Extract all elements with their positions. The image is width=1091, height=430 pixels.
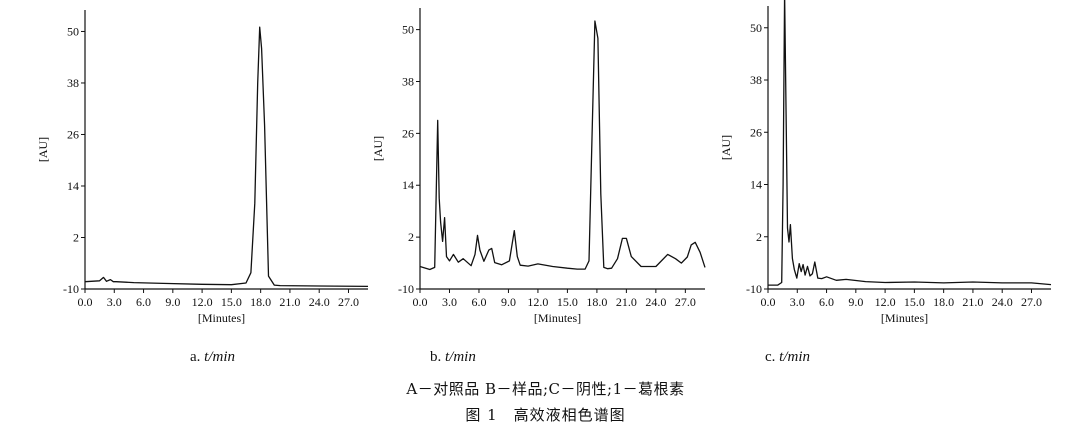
y-tick-label: 50: [402, 23, 414, 37]
x-tick-label: 24.0: [309, 295, 330, 309]
x-tick-label: 15.0: [557, 295, 578, 309]
x-tick-label: 12.0: [192, 295, 213, 309]
x-tick-label: 24.0: [992, 295, 1013, 309]
x-tick-label: 15.0: [904, 295, 925, 309]
y-tick-label: -10: [63, 282, 79, 296]
y-axis-label: [AU]: [719, 135, 733, 160]
chart-panel-a: -10 2 14 26 38 50 0.0 3.0 6.0 9.0 12.0 15.0 18.0 21.0…: [36, 10, 369, 365]
y-tick-label: 14: [402, 178, 414, 192]
x-tick-label: 0.0: [413, 295, 428, 309]
y-tick-label: 38: [402, 74, 414, 88]
panel-label: a. t/min: [190, 349, 235, 365]
chromatogram-trace: [768, 0, 1052, 286]
y-tick-label: 38: [67, 76, 79, 90]
panel-label: c. t/min: [765, 349, 810, 365]
x-tick-label: 21.0: [962, 295, 983, 309]
y-axis-label: [AU]: [371, 136, 385, 161]
y-axis-label: [AU]: [36, 137, 50, 162]
figure-legend: A－对照品 B－样品;C－阴性;1－葛根素: [406, 380, 685, 398]
x-tick-label: 12.0: [527, 295, 548, 309]
y-tick-label: 38: [750, 73, 762, 87]
y-tick-label: 26: [750, 125, 762, 139]
x-tick-label: 21.0: [279, 295, 300, 309]
y-tick-label: -10: [398, 282, 414, 296]
x-tick-label: 27.0: [1021, 295, 1042, 309]
x-tick-label: 6.0: [136, 295, 151, 309]
y-tick-label: 2: [73, 230, 79, 244]
x-tick-label: 24.0: [645, 295, 666, 309]
x-tick-label: 9.0: [848, 295, 863, 309]
x-tick-label: 0.0: [78, 295, 93, 309]
x-axis-label: [Minutes]: [881, 311, 928, 325]
x-tick-label: 27.0: [675, 295, 696, 309]
x-tick-label: 18.0: [586, 295, 607, 309]
x-tick-label: 15.0: [221, 295, 242, 309]
x-axis-label: [Minutes]: [534, 311, 581, 325]
y-tick-label: 2: [408, 230, 414, 244]
chromatogram-trace: [419, 20, 706, 271]
y-tick-label: 50: [67, 24, 79, 38]
x-axis-label: [Minutes]: [198, 311, 245, 325]
x-tick-label: 0.0: [761, 295, 776, 309]
x-tick-label: 27.0: [338, 295, 359, 309]
y-tick-label: 14: [750, 178, 762, 192]
y-tick-label: -10: [746, 282, 762, 296]
chart-panel-c: -10 2 14 26 38 50 0.0 3.0 6.0 9.0 12.0 15.0 18.0 21.0…: [719, 0, 1052, 365]
figure-caption: 图 1 高效液相色谱图: [465, 406, 626, 424]
x-tick-label: 9.0: [165, 295, 180, 309]
x-tick-label: 6.0: [819, 295, 834, 309]
x-tick-label: 21.0: [616, 295, 637, 309]
x-tick-label: 18.0: [933, 295, 954, 309]
y-tick-label: 26: [402, 126, 414, 140]
y-tick-label: 26: [67, 127, 79, 141]
x-tick-label: 9.0: [501, 295, 516, 309]
chromatogram-figure: -10 2 14 26 38 50 0.0 3.0 6.0 9.0 12.0 15.0 18.0 21.0…: [36, 0, 1052, 365]
chromatogram-trace: [84, 26, 369, 288]
y-tick-label: 14: [67, 179, 79, 193]
panel-label: b. t/min: [430, 349, 476, 365]
x-tick-label: 6.0: [471, 295, 486, 309]
x-tick-label: 3.0: [790, 295, 805, 309]
chart-panel-b: -10 2 14 26 38 50 0.0 3.0 6.0 9.0 12.0 15.0 18.0 21.0…: [371, 8, 706, 365]
y-tick-label: 2: [756, 230, 762, 244]
x-tick-label: 18.0: [250, 295, 271, 309]
y-tick-label: 50: [750, 21, 762, 35]
x-tick-label: 12.0: [875, 295, 896, 309]
x-tick-label: 3.0: [442, 295, 457, 309]
x-tick-label: 3.0: [107, 295, 122, 309]
